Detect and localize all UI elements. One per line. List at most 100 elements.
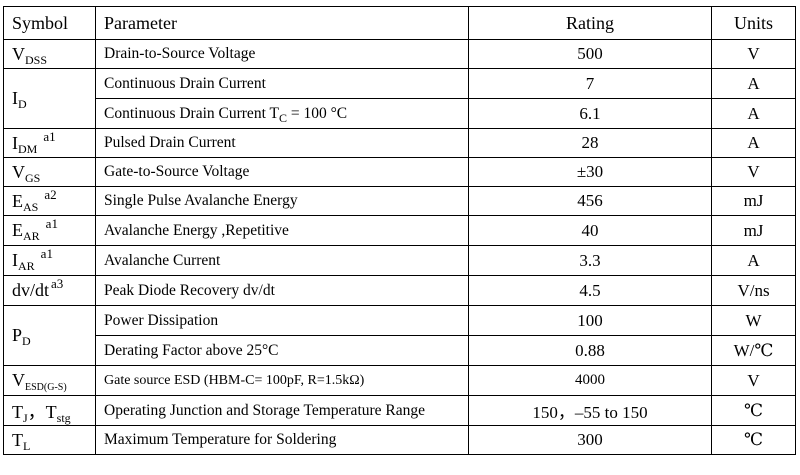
- symbol-subscript-2: stg: [56, 410, 71, 425]
- rating-cell: ±30: [468, 157, 712, 187]
- symbol-text: P: [12, 325, 23, 345]
- symbol-cell: EAS a2: [3, 186, 96, 216]
- unit-cell: V: [711, 157, 796, 187]
- symbol-cell: VDSS: [3, 39, 96, 69]
- parameter-cell: Maximum Temperature for Soldering: [95, 425, 469, 455]
- header-symbol: Symbol: [3, 6, 96, 40]
- table-row: EASa2 Single Pulse Avalanche Energy 456 …: [3, 186, 796, 216]
- symbol-cell: TL: [3, 425, 96, 455]
- symbol-cell: PD: [3, 305, 96, 366]
- symbol-cell: VESD(G-S): [3, 365, 96, 396]
- symbol-subscript: D: [18, 97, 27, 111]
- table-row: EAR a1 Avalanche Energy ,Repetitive 40 mJ: [3, 215, 796, 246]
- parameter-cell: Power Dissipation: [95, 305, 469, 336]
- header-rating: Rating: [468, 6, 712, 40]
- symbol-text: V: [12, 370, 25, 390]
- parameter-cell: Gate source ESD (HBM-C= 100pF, R=1.5kΩ): [95, 365, 469, 396]
- symbol-superscript: a1: [40, 246, 53, 261]
- unit-cell: V: [711, 39, 796, 69]
- rating-cell: 28: [468, 128, 712, 158]
- symbol-subscript: AR: [18, 259, 35, 273]
- rating-cell: 4.5: [468, 275, 712, 306]
- table-row: IAR a1 Avalanche Current 3.3 A: [3, 245, 796, 276]
- parameter-cell: Drain-to-Source Voltage: [95, 39, 469, 69]
- parameter-cell: Pulsed Drain Current: [95, 128, 469, 158]
- symbol-text: I: [12, 88, 18, 108]
- unit-cell: A: [711, 98, 796, 129]
- parameter-cell: Avalanche Current: [95, 245, 469, 276]
- rating-cell: 3.3: [468, 245, 712, 276]
- parameter-cell: Avalanche Energy ,Repetitive: [95, 215, 469, 246]
- table-row: VGS Gate-to-Source Voltage ±30 V: [3, 157, 796, 187]
- symbol-text: V: [12, 161, 25, 182]
- table-row: Continuous Drain Current TC = 100 °C 6.1…: [4, 98, 796, 129]
- rating-cell: 0.88: [468, 335, 712, 366]
- symbol-subscript: AS: [23, 199, 39, 214]
- unit-cell: mJ: [711, 186, 796, 216]
- rating-cell: 150，–55 to 150: [468, 395, 712, 426]
- symbol-cell: VGS: [3, 157, 96, 187]
- unit-cell: W/℃: [711, 335, 796, 366]
- header-units: Units: [711, 6, 796, 40]
- parameter-text: Continuous Drain Current T: [104, 104, 279, 122]
- unit-cell: W: [711, 305, 796, 336]
- symbol-subscript: AR: [23, 229, 40, 243]
- header-parameter: Parameter: [95, 6, 469, 40]
- symbol-subscript: DM: [18, 141, 38, 156]
- symbol-cell: IAR a1: [3, 245, 96, 276]
- symbol-cell: dv/dt a3: [3, 275, 96, 306]
- unit-cell: ℃: [711, 425, 796, 455]
- parameter-cell: Derating Factor above 25°C: [95, 335, 469, 366]
- table-row: ID Continuous Drain Current 7 A: [3, 68, 796, 129]
- parameter-cell: Operating Junction and Storage Temperatu…: [95, 395, 469, 426]
- symbol-text: E: [12, 190, 23, 211]
- rating-cell: 6.1: [468, 98, 712, 129]
- symbol-subscript: D: [22, 334, 31, 348]
- unit-cell: A: [711, 68, 796, 99]
- symbol-text: T: [12, 401, 23, 422]
- symbol-superscript: a1: [43, 128, 56, 144]
- symbol-text: I: [12, 250, 18, 270]
- parameter-cell: Gate-to-Source Voltage: [95, 157, 469, 187]
- rating-cell: 500: [468, 39, 712, 69]
- unit-cell: A: [711, 128, 796, 158]
- parameter-cell: Continuous Drain Current TC = 100 °C: [95, 98, 469, 129]
- rating-cell: 7: [468, 68, 712, 99]
- symbol-text: T: [12, 429, 23, 450]
- symbol-superscript: a2: [44, 186, 57, 202]
- symbol-subscript: ESD(G-S): [25, 382, 67, 393]
- parameter-cell: Continuous Drain Current: [95, 68, 469, 99]
- symbol-text: I: [12, 132, 18, 153]
- unit-cell: V: [711, 365, 796, 396]
- parameter-text-suffix: = 100 °C: [286, 104, 348, 122]
- symbol-subscript: J: [23, 410, 28, 425]
- rating-cell: 100: [468, 305, 712, 336]
- symbol-text: V: [12, 43, 25, 64]
- symbol-text: E: [12, 220, 23, 240]
- parameter-cell: Peak Diode Recovery dv/dt: [95, 275, 469, 306]
- symbol-cell: TJ，Tstg: [3, 395, 96, 426]
- rating-cell: 40: [468, 215, 712, 246]
- header-row: Symbol Parameter Rating Units: [3, 6, 796, 40]
- rating-cell: 4000: [468, 365, 712, 396]
- rating-cell: 300: [468, 425, 712, 455]
- symbol-text: dv/dt: [12, 280, 50, 300]
- table-row: Derating Factor above 25°C 0.88 W/℃: [4, 335, 796, 366]
- ratings-table: Symbol Parameter Rating Units VDSS Drain…: [3, 6, 796, 455]
- table-row: VDSS Drain-to-Source Voltage 500 V: [3, 39, 796, 69]
- symbol-cell: IDM a1: [3, 128, 96, 158]
- parameter-cell: Single Pulse Avalanche Energy: [95, 186, 469, 216]
- table-row: PD Power Dissipation 100 W: [3, 305, 796, 366]
- table-row: TL Maximum Temperature for Soldering 300…: [3, 425, 796, 455]
- symbol-cell: ID: [3, 68, 96, 129]
- symbol-cell: EAR a1: [3, 215, 96, 246]
- symbol-subscript: GS: [25, 170, 41, 185]
- unit-cell: A: [711, 245, 796, 276]
- table-row: dv/dt a3 Peak Diode Recovery dv/dt 4.5 V/…: [3, 275, 796, 306]
- rating-cell: 456: [468, 186, 712, 216]
- table-row: TJ，Tstg Operating Junction and Storage T…: [3, 395, 796, 426]
- symbol-subscript: L: [23, 438, 31, 453]
- unit-cell: V/ns: [711, 275, 796, 306]
- symbol-superscript: a1: [45, 216, 58, 231]
- unit-cell: mJ: [711, 215, 796, 246]
